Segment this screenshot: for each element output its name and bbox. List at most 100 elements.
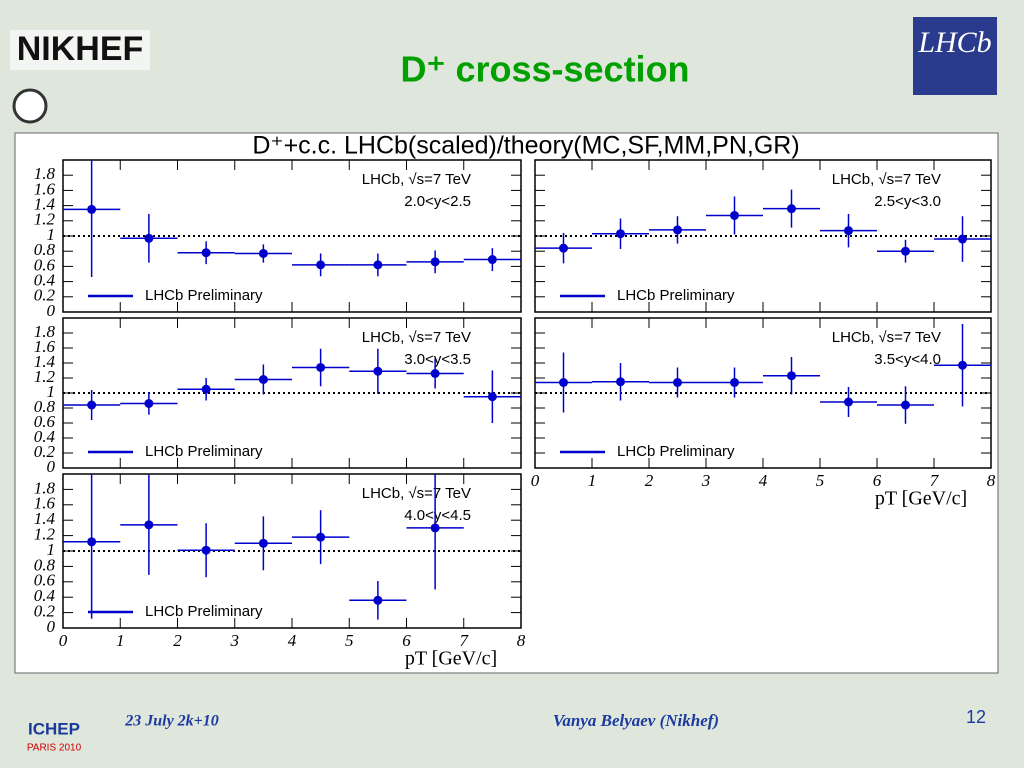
x-tick-label: 4 [288, 631, 297, 650]
x-tick-label: 2 [645, 471, 654, 490]
y-tick-label: 1.8 [34, 322, 56, 341]
nikhef-logo-bg [10, 30, 150, 70]
y-tick-label: 1.6 [34, 337, 56, 356]
annotation: 3.5<y<4.0 [874, 351, 941, 368]
annotation: 2.5<y<3.0 [874, 193, 941, 210]
data-point [616, 377, 625, 387]
x-tick-label: 4 [759, 471, 768, 490]
x-tick-label: 3 [230, 631, 240, 650]
y-tick-label: 0.8 [34, 240, 56, 259]
y-tick-label: 1.2 [34, 525, 56, 544]
data-point [258, 248, 268, 258]
data-point [958, 234, 967, 244]
data-point [144, 399, 154, 408]
x-axis-label: pT [GeV/c] [405, 648, 497, 670]
annotation: 2.0<y<2.5 [404, 193, 471, 210]
footer-date: 23 July 2k+10 [124, 713, 219, 730]
y-tick-label: 1.8 [34, 478, 56, 497]
data-point [201, 248, 211, 258]
annotation: LHCb, √s=7 TeV [362, 329, 471, 346]
data-point [258, 375, 268, 384]
data-point [730, 210, 739, 220]
y-tick-label: 0.4 [34, 427, 56, 446]
x-tick-label: 3 [701, 471, 711, 490]
footer-author: Vanya Belyaev (Nikhef) [553, 711, 719, 730]
data-point [430, 523, 440, 533]
y-tick-label: 1.4 [34, 352, 56, 371]
y-tick-label: 0.6 [34, 412, 56, 431]
annotation: LHCb, √s=7 TeV [362, 485, 471, 502]
data-point [673, 225, 682, 235]
y-tick-label: 1.6 [34, 494, 56, 513]
y-tick-label: 0.2 [34, 602, 56, 621]
y-tick-label: 1 [47, 382, 56, 401]
data-point [430, 369, 440, 378]
legend-label: LHCb Preliminary [145, 443, 263, 460]
data-point [373, 595, 383, 605]
data-point [430, 257, 440, 267]
legend-label: LHCb Preliminary [145, 287, 263, 304]
y-tick-label: 1.4 [34, 509, 56, 528]
y-tick-label: 1 [47, 540, 56, 559]
x-tick-label: 0 [531, 471, 540, 490]
y-tick-label: 1.8 [34, 164, 56, 183]
annotation: LHCb, √s=7 TeV [832, 171, 941, 188]
annotation: 4.0<y<4.5 [404, 507, 471, 524]
legend-label: LHCb Preliminary [617, 443, 735, 460]
data-point [787, 371, 796, 381]
data-point [487, 392, 497, 402]
y-tick-label: 1.6 [34, 179, 56, 198]
y-tick-label: 0.8 [34, 555, 56, 574]
annotation: LHCb, √s=7 TeV [832, 329, 941, 346]
y-tick-label: 0 [47, 301, 56, 320]
nikhef-emblem [12, 88, 48, 124]
data-point [87, 204, 97, 214]
annotation: 3.0<y<3.5 [404, 351, 471, 368]
nikhef-logo: NIKHEF [17, 30, 144, 68]
page-number: 12 [966, 707, 986, 727]
figure-title: D⁺+c.c. LHCb(scaled)/theory(MC,SF,MM,PN,… [252, 132, 799, 160]
x-tick-label: 1 [588, 471, 597, 490]
x-tick-label: 5 [816, 471, 825, 490]
data-point [787, 204, 796, 214]
x-tick-label: 8 [517, 631, 526, 650]
y-tick-label: 0.2 [34, 286, 56, 305]
y-tick-label: 1 [47, 225, 56, 244]
data-point [87, 537, 97, 547]
y-tick-label: 1.4 [34, 195, 56, 214]
data-point [373, 366, 383, 376]
data-point [730, 378, 739, 387]
x-tick-label: 0 [59, 631, 68, 650]
data-point [616, 229, 625, 239]
y-tick-label: 0.6 [34, 255, 56, 274]
y-tick-label: 0 [47, 457, 56, 476]
x-tick-label: 6 [873, 471, 882, 490]
data-point [87, 400, 97, 410]
y-tick-label: 0.8 [34, 397, 56, 416]
legend-label: LHCb Preliminary [145, 603, 263, 620]
data-point [559, 378, 568, 387]
x-tick-label: 5 [345, 631, 354, 650]
data-point [901, 400, 910, 410]
y-tick-label: 0 [47, 617, 56, 636]
x-tick-label: 7 [930, 471, 940, 490]
ichep-logo: ICHEP [28, 719, 80, 738]
y-tick-label: 0.4 [34, 271, 56, 290]
x-tick-label: 8 [987, 471, 996, 490]
data-point [316, 260, 326, 270]
data-point [559, 243, 568, 253]
data-point [201, 384, 211, 394]
data-point [144, 233, 154, 243]
data-point [316, 363, 326, 372]
x-tick-label: 6 [402, 631, 411, 650]
y-tick-label: 0.2 [34, 442, 56, 461]
data-point [373, 260, 383, 270]
data-point [958, 360, 967, 370]
data-point [844, 397, 853, 407]
data-point [487, 255, 497, 265]
x-tick-label: 7 [460, 631, 470, 650]
data-point [901, 246, 910, 256]
data-point [144, 520, 154, 530]
